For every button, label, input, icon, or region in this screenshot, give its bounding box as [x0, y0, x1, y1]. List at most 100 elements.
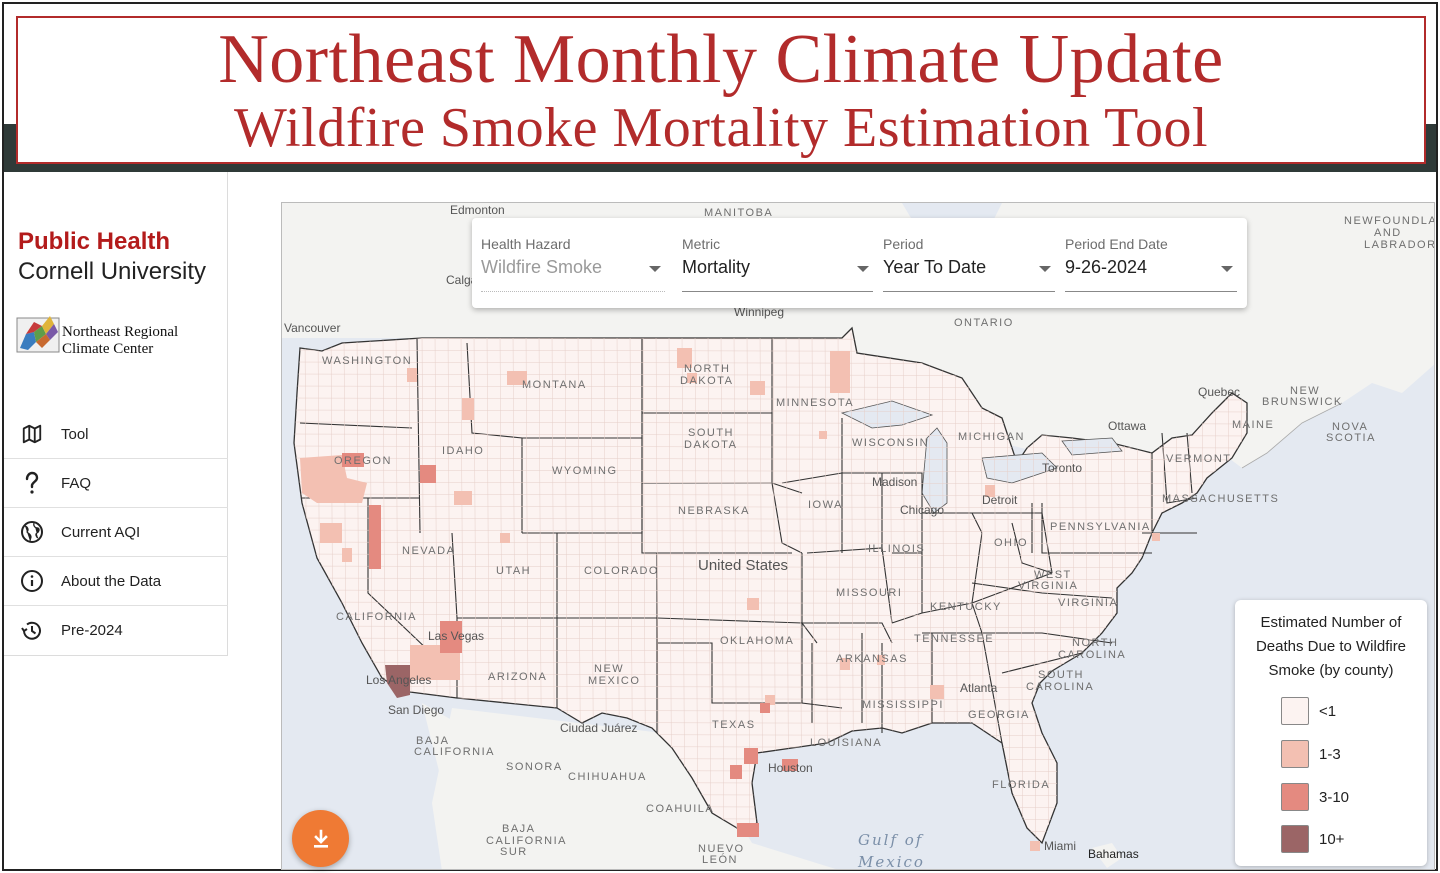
region-chihuahua: CHIHUAHUA [568, 771, 647, 783]
question-icon [20, 471, 44, 495]
state-arizona: ARIZONA [488, 671, 548, 683]
city-los-angeles: Los Angeles [366, 673, 432, 687]
region-nova: NOVA [1332, 421, 1369, 433]
state-missouri: MISSOURI [836, 587, 903, 599]
state-nevada: NEVADA [402, 545, 456, 557]
legend-item-10plus: 10+ [1281, 824, 1344, 854]
state-new-1: NEW [594, 663, 625, 675]
city-atlanta: Atlanta [960, 681, 998, 695]
legend-title: Estimated Number of Deaths Due to Wildfi… [1255, 614, 1407, 679]
legend-item-3-10: 3-10 [1281, 782, 1349, 812]
city-madison: Madison [872, 475, 918, 489]
region-brunswick: BRUNSWICK [1262, 396, 1343, 408]
legend-label: 1-3 [1319, 745, 1341, 763]
nav-label-about-the-data: About the Data [61, 572, 162, 590]
state-tennessee: TENNESSEE [914, 633, 995, 645]
state-wyoming: WYOMING [552, 465, 618, 477]
state-oregon: OREGON [334, 455, 392, 467]
region-labrador: LABRADOR [1364, 239, 1435, 251]
city-detroit: Detroit [982, 493, 1018, 507]
nav-item-about-the-data[interactable]: About the Data [4, 557, 228, 606]
state-wisconsin: WISCONSIN [852, 437, 930, 449]
legend-item-lt1: <1 [1281, 696, 1336, 726]
period-label: Period [883, 236, 924, 252]
state-ohio: OHIO [994, 537, 1029, 549]
city-las-vegas: Las Vegas [428, 629, 485, 643]
nav-item-current-aqi[interactable]: Current AQI [4, 508, 228, 557]
history-icon [20, 619, 44, 643]
period-end-date-select[interactable]: Period End Date 9-26-2024 [1065, 236, 1237, 292]
nav-label-current-aqi: Current AQI [61, 523, 141, 541]
city-vancouver: Vancouver [284, 321, 341, 335]
state-mississippi: MISSISSIPPI [862, 699, 944, 711]
city-edmonton: Edmonton [450, 203, 505, 217]
region-scotia: SCOTIA [1326, 432, 1376, 444]
legend-item-1-3: 1-3 [1281, 739, 1341, 769]
city-chicago: Chicago [900, 503, 945, 517]
nav-item-faq[interactable]: FAQ [4, 459, 228, 508]
region-baja-sur-3: SUR [500, 846, 528, 858]
highlighted-counties[interactable] [300, 348, 1160, 851]
state-florida: FLORIDA [992, 779, 1051, 791]
chevron-down-icon [649, 266, 661, 272]
state-vermont: VERMONT [1166, 453, 1232, 465]
city-ciudad-juarez: Ciudad Juárez [560, 721, 638, 735]
sea-mexico: Mexico [858, 853, 925, 870]
state-west-1: WEST [1034, 569, 1072, 581]
legend-swatch [1281, 783, 1309, 811]
state-iowa: IOWA [808, 499, 843, 511]
nav-item-tool[interactable]: Tool [4, 410, 228, 459]
region-sonora: SONORA [506, 761, 563, 773]
filter-panel: Health Hazard Wildfire Smoke Metric Mort… [472, 218, 1247, 308]
sea-gulf-of: Gulf of [858, 831, 924, 849]
region-nuevo: NUEVO [698, 843, 745, 855]
state-nebraska: NEBRASKA [678, 505, 750, 517]
chevron-down-icon [1221, 266, 1233, 272]
nrcc-logo-link[interactable]: Northeast Regional Climate Center [16, 312, 216, 360]
metric-value: Mortality [682, 257, 751, 277]
sidebar-nav: Tool FAQ Current AQI About the Data Pre-… [4, 410, 228, 655]
region-baja: BAJA [416, 735, 450, 747]
state-south-1: SOUTH [688, 427, 734, 439]
metric-label: Metric [682, 236, 721, 252]
period-end-date-value: 9-26-2024 [1065, 257, 1148, 277]
state-north-carolina: CAROLINA [1058, 649, 1127, 661]
state-south-carolina: CAROLINA [1026, 681, 1095, 693]
state-montana: MONTANA [522, 379, 587, 391]
brand-cornell[interactable]: Cornell University [18, 258, 207, 285]
region-ontario: ONTARIO [954, 317, 1014, 329]
region-and: AND [1374, 227, 1402, 239]
state-oklahoma: OKLAHOMA [720, 635, 795, 647]
state-north-1: NORTH [684, 363, 731, 375]
health-hazard-select[interactable]: Health Hazard Wildfire Smoke [481, 236, 665, 292]
nrcc-line1: Northeast Regional [62, 324, 179, 340]
city-toronto: Toronto [1042, 461, 1083, 475]
state-washington: WASHINGTON [322, 355, 413, 367]
city-quebec: Quebec [1198, 385, 1241, 399]
metric-select[interactable]: Metric Mortality [682, 236, 873, 292]
legend-label: 10+ [1319, 830, 1345, 848]
download-button[interactable] [292, 810, 349, 867]
nrcc-map-logo-icon [16, 316, 60, 353]
nav-label-tool: Tool [61, 425, 89, 443]
nav-item-pre-2024[interactable]: Pre-2024 [4, 606, 228, 655]
state-texas: TEXAS [712, 719, 756, 731]
region-baja-california: CALIFORNIA [414, 746, 496, 758]
state-virginia: VIRGINIA [1058, 597, 1119, 609]
city-san-diego: San Diego [388, 703, 445, 717]
state-idaho: IDAHO [442, 445, 485, 457]
map-icon [20, 422, 44, 446]
brand-public-health[interactable]: Public Health [18, 228, 171, 255]
nrcc-line2: Climate Center [62, 341, 154, 357]
legend-label: 3-10 [1319, 788, 1350, 806]
country-label: United States [698, 557, 789, 574]
region-baja-sur-2: CALIFORNIA [486, 835, 568, 847]
state-north-dakota: DAKOTA [680, 375, 734, 387]
period-select[interactable]: Period Year To Date [883, 236, 1055, 292]
chevron-down-icon [857, 266, 869, 272]
legend-swatch [1281, 697, 1309, 725]
state-louisiana: LOUISIANA [810, 737, 883, 749]
period-end-date-label: Period End Date [1065, 236, 1168, 252]
state-south-dakota: DAKOTA [684, 439, 738, 451]
region-leon: LEÓN [702, 854, 738, 866]
